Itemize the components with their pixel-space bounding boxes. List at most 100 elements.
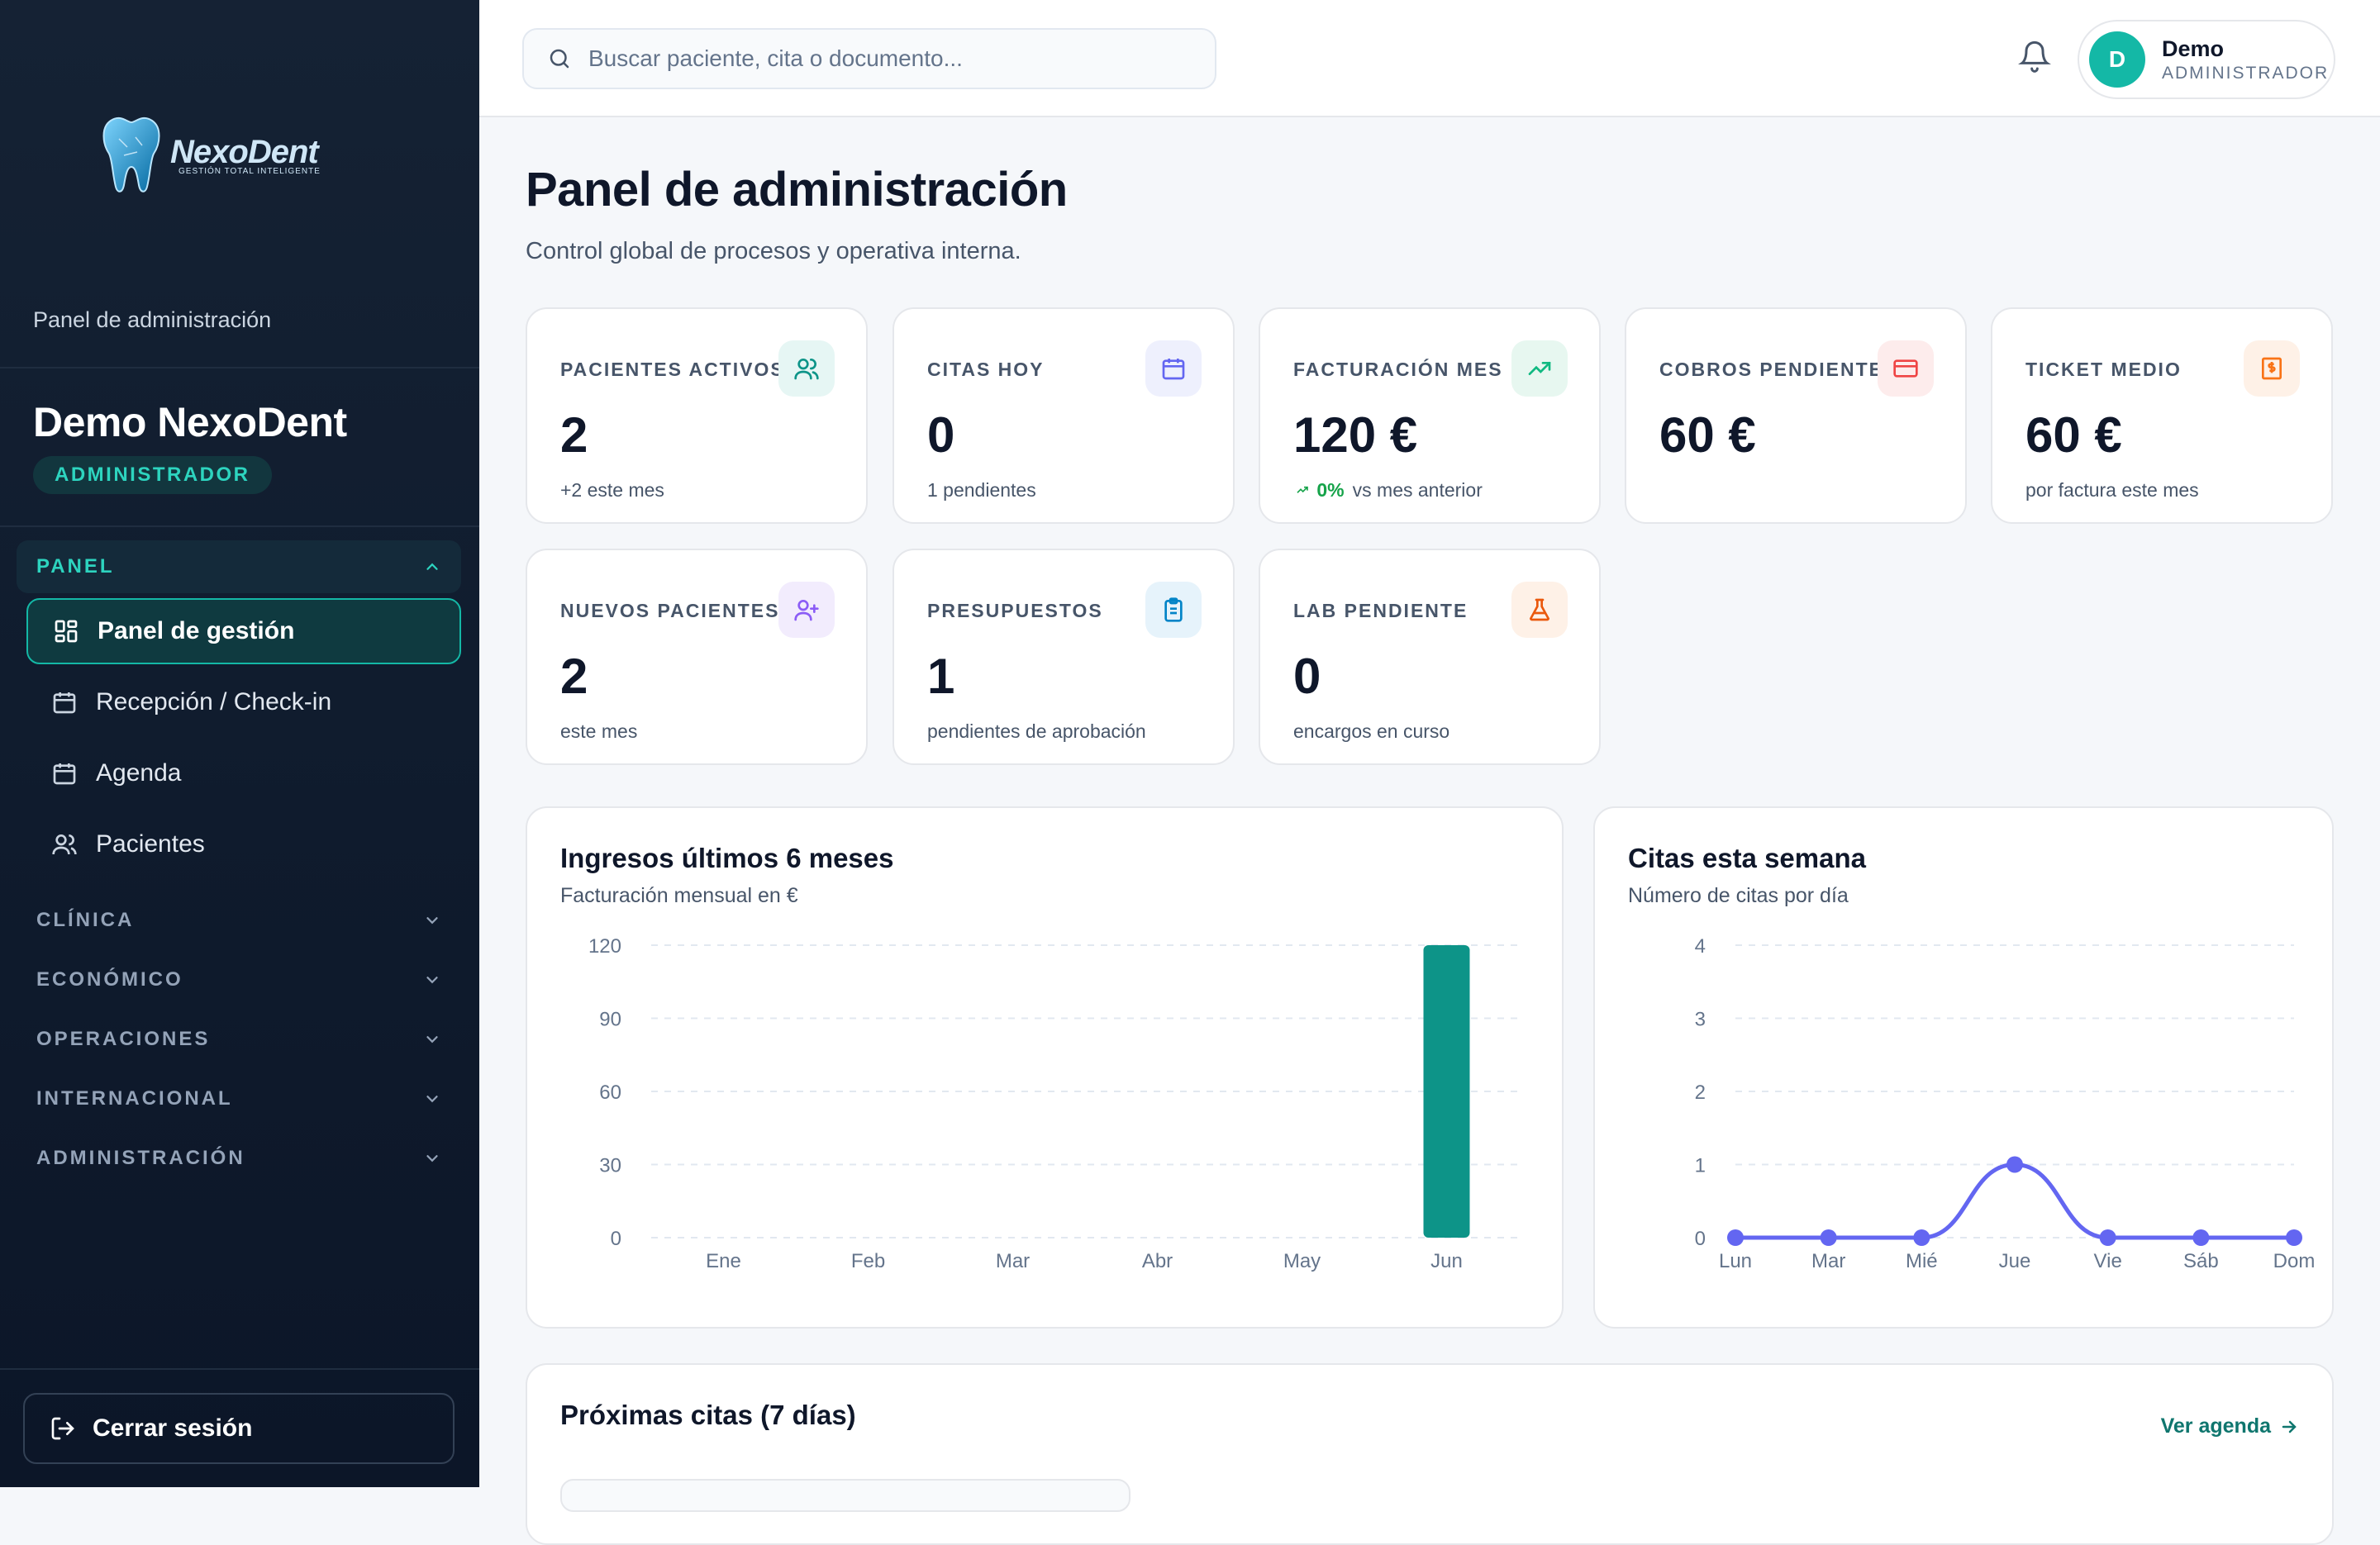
nav-section-clinica[interactable]: CLÍNICA bbox=[17, 896, 461, 945]
kpi-label: PRESUPUESTOS bbox=[927, 600, 1103, 621]
upcoming-title: Próximas citas (7 días) bbox=[560, 1400, 856, 1430]
kpi-value: 120 € bbox=[1293, 407, 1418, 463]
data-point bbox=[1913, 1229, 1930, 1246]
upcoming-appointments-panel: Próximas citas (7 días) Ver agenda bbox=[526, 1363, 2334, 1545]
user-plus-icon bbox=[778, 582, 835, 638]
nav-section-label: PANEL bbox=[36, 555, 115, 578]
kpi-label: FACTURACIÓN MES bbox=[1293, 359, 1503, 380]
clipboard-icon bbox=[1145, 582, 1202, 638]
users-icon bbox=[778, 340, 835, 397]
nav-section-operaciones[interactable]: OPERACIONES bbox=[17, 1015, 461, 1064]
nav-section-panel[interactable]: PANEL bbox=[17, 540, 461, 593]
kpi-sub: 1 pendientes bbox=[927, 479, 1036, 501]
kpi-value: 60 € bbox=[2025, 407, 2122, 463]
user-menu[interactable]: D Demo ADMINISTRADOR bbox=[2078, 20, 2335, 99]
sidebar-item-label: Agenda bbox=[96, 759, 182, 787]
kpi-card-citas-hoy[interactable]: CITAS HOY 0 1 pendientes bbox=[892, 307, 1235, 524]
sidebar-item-recepcion[interactable]: Recepción / Check-in bbox=[26, 669, 461, 735]
view-agenda-link[interactable]: Ver agenda bbox=[2161, 1414, 2299, 1438]
kpi-card-cobros-pendientes[interactable]: COBROS PENDIENTES 60 € bbox=[1625, 307, 1967, 524]
sidebar-item-panel-gestion[interactable]: Panel de gestión bbox=[26, 598, 461, 664]
user-role: ADMINISTRADOR bbox=[2162, 63, 2330, 83]
x-tick-label: Lun bbox=[1719, 1250, 1752, 1272]
y-tick-label: 120 bbox=[588, 935, 621, 958]
y-tick-label: 2 bbox=[1695, 1082, 1706, 1104]
kpi-value: 2 bbox=[560, 649, 588, 704]
divider bbox=[0, 525, 479, 527]
nav-section-label: INTERNACIONAL bbox=[36, 1087, 233, 1110]
kpi-label: PACIENTES ACTIVOS bbox=[560, 359, 785, 380]
view-agenda-label: Ver agenda bbox=[2160, 1414, 2271, 1438]
appointments-line-chart: 0 1 2 3 4 Lun Mar Mié Jue Vie Sáb Dom bbox=[1695, 935, 2316, 1272]
page-title: Panel de administración bbox=[526, 163, 1068, 216]
search-input[interactable] bbox=[588, 45, 1183, 72]
kpi-label: TICKET MEDIO bbox=[2025, 359, 2182, 380]
kpi-sub: encargos en curso bbox=[1293, 720, 1450, 742]
kpi-card-presupuestos[interactable]: PRESUPUESTOS 1 pendientes de aprobación bbox=[892, 549, 1235, 765]
trend-up-value: 0% bbox=[1293, 479, 1345, 501]
logout-label: Cerrar sesión bbox=[93, 1414, 253, 1442]
sidebar-item-label: Panel de gestión bbox=[98, 617, 295, 644]
series-line bbox=[1735, 1162, 2294, 1240]
upcoming-filter[interactable] bbox=[560, 1479, 1130, 1512]
calendar-icon bbox=[53, 763, 76, 785]
kpi-card-facturacion-mes[interactable]: FACTURACIÓN MES 120 € 0% vs mes anterior bbox=[1259, 307, 1601, 524]
chevron-down-icon bbox=[426, 977, 438, 984]
nav-section-economico[interactable]: ECONÓMICO bbox=[17, 955, 461, 1005]
bell-icon[interactable] bbox=[2018, 40, 2051, 73]
calendar-icon bbox=[1145, 340, 1202, 397]
data-point bbox=[1820, 1229, 1837, 1246]
kpi-card-ticket-medio[interactable]: TICKET MEDIO 60 € por factura este mes bbox=[1991, 307, 2333, 524]
kpi-value: 2 bbox=[560, 407, 588, 463]
divider bbox=[0, 367, 479, 368]
y-tick-label: 60 bbox=[599, 1082, 621, 1104]
y-tick-label: 0 bbox=[1695, 1228, 1706, 1250]
search-box[interactable] bbox=[522, 28, 1216, 89]
tooth-logo-icon bbox=[102, 116, 160, 193]
bar bbox=[1423, 945, 1470, 1238]
nav-section-internacional[interactable]: INTERNACIONAL bbox=[17, 1074, 461, 1124]
x-tick-label: Jue bbox=[1999, 1250, 2031, 1272]
y-tick-label: 90 bbox=[599, 1009, 621, 1031]
sidebar-item-agenda[interactable]: Agenda bbox=[26, 740, 461, 806]
top-bar: D Demo ADMINISTRADOR bbox=[479, 0, 2380, 117]
sidebar-caption: Panel de administración bbox=[33, 307, 272, 332]
receipt-icon bbox=[2244, 340, 2300, 397]
sidebar-item-pacientes[interactable]: Pacientes bbox=[26, 811, 461, 877]
avatar: D bbox=[2089, 31, 2145, 88]
data-point bbox=[2192, 1229, 2210, 1246]
chart-subtitle: Número de citas por día bbox=[1628, 884, 1849, 907]
nav-section-label: OPERACIONES bbox=[36, 1028, 211, 1050]
sidebar-user-name: Demo NexoDent bbox=[33, 399, 347, 445]
chart-title: Citas esta semana bbox=[1628, 843, 1866, 873]
kpi-value: 60 € bbox=[1659, 407, 1756, 463]
divider bbox=[0, 1368, 479, 1370]
chart-subtitle: Facturación mensual en € bbox=[560, 884, 798, 907]
kpi-label: CITAS HOY bbox=[927, 359, 1045, 380]
y-tick-label: 30 bbox=[599, 1155, 621, 1177]
x-tick-label: Jun bbox=[1430, 1250, 1463, 1272]
y-tick-label: 3 bbox=[1695, 1009, 1706, 1031]
sidebar-item-label: Recepción / Check-in bbox=[96, 688, 332, 715]
data-point bbox=[2006, 1156, 2023, 1173]
x-tick-label: Mar bbox=[1811, 1250, 1845, 1272]
search-icon bbox=[550, 49, 569, 69]
data-point bbox=[1727, 1229, 1744, 1246]
brand-name: NexoDent bbox=[170, 133, 319, 170]
kpi-card-lab-pendiente[interactable]: LAB PENDIENTE 0 encargos en curso bbox=[1259, 549, 1601, 765]
trending-up-icon bbox=[1297, 486, 1308, 493]
revenue-bar-chart: 0 30 60 90 120 Ene Feb Mar Abr May Jun bbox=[588, 935, 1519, 1272]
user-name: Demo bbox=[2162, 36, 2225, 61]
kpi-card-pacientes-activos[interactable]: PACIENTES ACTIVOS 2 +2 este mes bbox=[526, 307, 868, 524]
sidebar: NexoDent GESTIÓN TOTAL INTELIGENTE Panel… bbox=[0, 0, 479, 1487]
appointments-chart-panel: Citas esta semana Número de citas por dí… bbox=[1593, 806, 2334, 1329]
x-tick-label: Mié bbox=[1906, 1250, 1938, 1272]
flask-icon bbox=[1511, 582, 1568, 638]
brand-logo[interactable]: NexoDent GESTIÓN TOTAL INTELIGENTE bbox=[99, 114, 321, 197]
page-subtitle: Control global de procesos y operativa i… bbox=[526, 238, 1021, 264]
chevron-down-icon bbox=[426, 1096, 438, 1103]
kpi-card-nuevos-pacientes[interactable]: NUEVOS PACIENTES 2 este mes bbox=[526, 549, 868, 765]
data-point bbox=[2286, 1229, 2302, 1246]
nav-section-administracion[interactable]: ADMINISTRACIÓN bbox=[17, 1134, 461, 1183]
logout-button[interactable]: Cerrar sesión bbox=[23, 1393, 455, 1464]
